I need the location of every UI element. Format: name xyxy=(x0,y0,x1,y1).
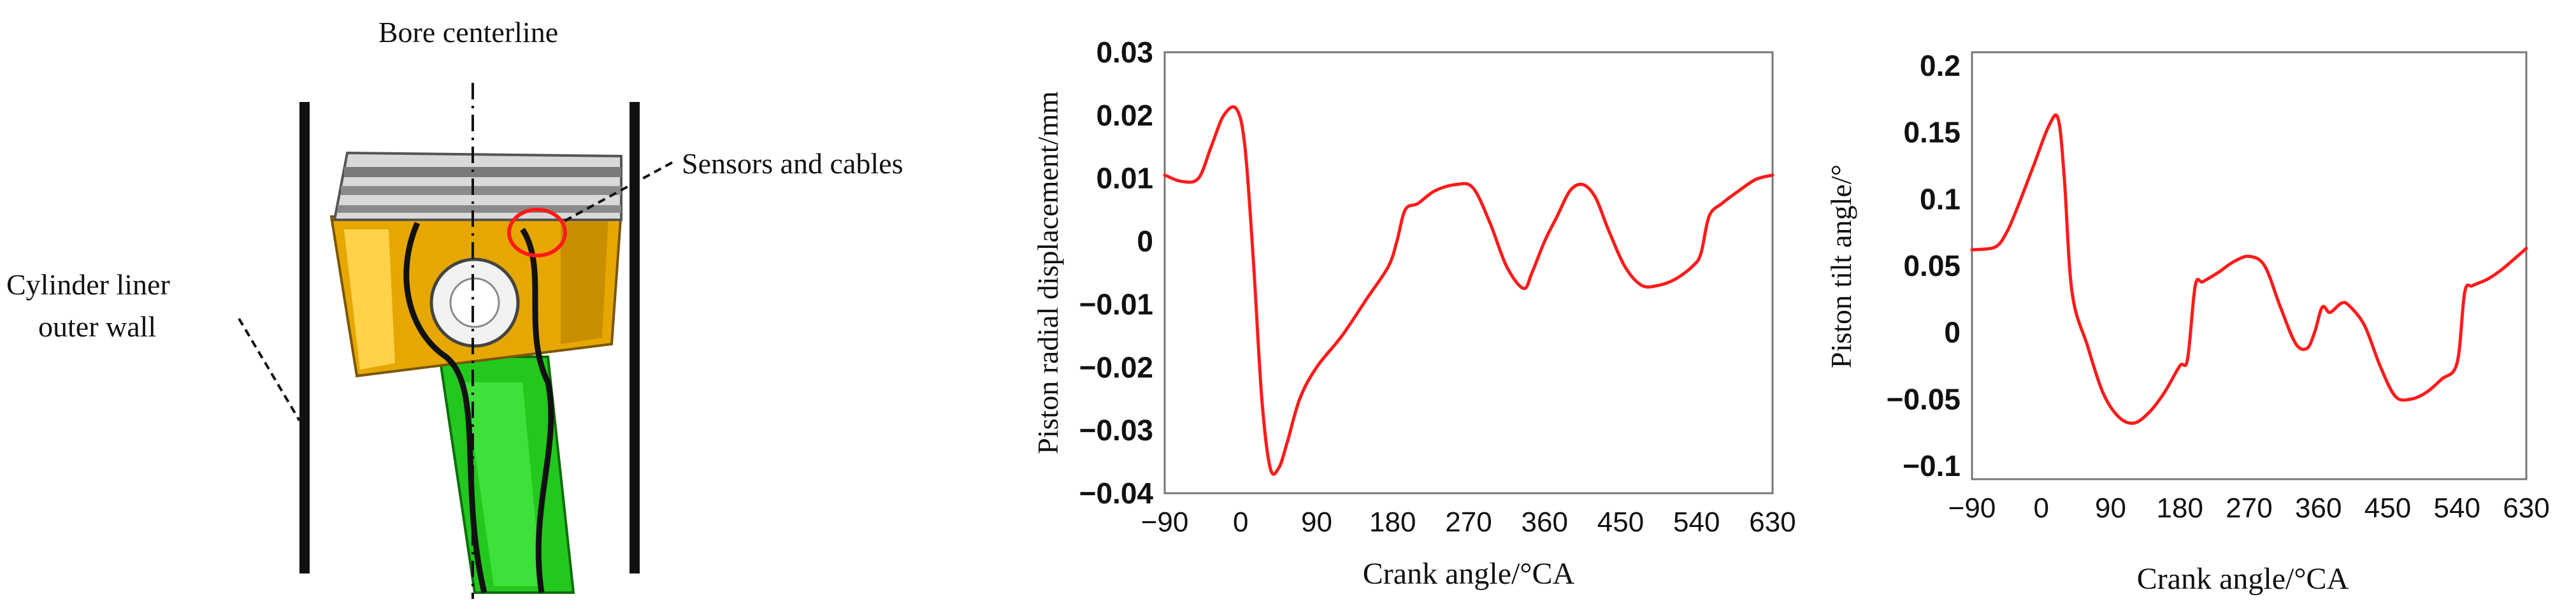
chart1-y-axis-label: Piston radial displacement/mm xyxy=(1032,91,1064,454)
ring-groove-3 xyxy=(338,205,621,213)
chart1-x-tick-label: 450 xyxy=(1597,507,1644,538)
chart1-x-tick-label: 0 xyxy=(1233,507,1248,538)
chart2-x-tick-label: 540 xyxy=(2434,493,2480,524)
chart2-y-tick-label: 0.15 xyxy=(1903,116,1961,149)
liner-label-line2: outer wall xyxy=(38,310,156,343)
chart2-y-tick-label: 0.05 xyxy=(1903,249,1961,282)
chart1-x-tick-label: 90 xyxy=(1301,507,1332,538)
chart1-series-line xyxy=(1163,105,1774,476)
chart2-x-tick-label: 630 xyxy=(2503,493,2549,524)
chart2-y-tick-label: 0.2 xyxy=(1920,49,1961,82)
piston-pin-bore xyxy=(449,277,500,328)
chart2-x-tick-label: 360 xyxy=(2295,493,2342,524)
chart1-x-tick-label: 630 xyxy=(1749,507,1795,538)
chart2-y-tick-label: −0.1 xyxy=(1903,449,1961,482)
piston-skirt-highlight xyxy=(344,229,395,370)
chart2-y-tick-label: −0.05 xyxy=(1887,382,1961,415)
chart1-y-tick-label: −0.04 xyxy=(1079,477,1154,510)
chart2-y-axis-label: Piston tilt angle/° xyxy=(1825,164,1857,368)
tilt-angle-chart: Piston tilt angle/° Crank angle/°CA −90 0… xyxy=(1825,49,2550,596)
sensors-leader-line xyxy=(560,161,673,224)
chart1-x-tick-label: 540 xyxy=(1673,507,1720,538)
connecting-rod-highlight xyxy=(465,382,542,586)
chart1-y-tick-label: 0 xyxy=(1137,225,1153,258)
chart1-x-axis-label: Crank angle/°CA xyxy=(1363,557,1575,591)
chart1-x-tick-label: −90 xyxy=(1141,507,1189,538)
liner-leader-line xyxy=(238,317,301,422)
chart1-plot-frame xyxy=(1163,51,1774,494)
chart2-x-tick-label: 450 xyxy=(2364,493,2411,524)
chart2-y-tick-label: 0 xyxy=(1944,316,1961,349)
chart1-y-tick-label: −0.02 xyxy=(1079,350,1153,384)
chart1-y-tick-label: −0.03 xyxy=(1079,414,1153,447)
chart2-x-tick-label: 270 xyxy=(2226,493,2272,524)
chart2-plot-frame xyxy=(1971,51,2528,480)
chart1-x-tick-label: 270 xyxy=(1445,507,1492,538)
radial-displacement-chart: Piston radial displacement/mm Crank angl… xyxy=(1032,36,1796,591)
ring-groove-1 xyxy=(344,167,621,177)
bore-centerline-label: Bore centerline xyxy=(378,16,558,48)
sensors-cables-label: Sensors and cables xyxy=(682,147,903,180)
chart2-y-tick-label: 0.1 xyxy=(1920,182,1961,215)
chart1-x-tick-label: 360 xyxy=(1522,507,1568,538)
chart1-y-tick-label: 0.03 xyxy=(1096,36,1153,69)
sensor-cable-2 xyxy=(520,227,554,593)
chart1-y-tick-label: 0.01 xyxy=(1096,162,1153,195)
chart2-x-tick-label: −90 xyxy=(1948,493,1996,524)
chart2-x-tick-label: 180 xyxy=(2157,493,2203,524)
piston-skirt-shadow xyxy=(561,217,608,344)
chart2-x-tick-label: 0 xyxy=(2034,493,2049,524)
chart1-y-tick-label: 0.02 xyxy=(1096,99,1153,132)
chart1-x-tick-label: 180 xyxy=(1369,507,1416,538)
chart2-x-tick-label: 90 xyxy=(2095,493,2126,524)
ring-groove-2 xyxy=(341,186,621,195)
chart1-y-tick-label: −0.01 xyxy=(1079,287,1153,321)
liner-label-line1: Cylinder liner xyxy=(6,268,170,301)
piston-diagram: Bore centerline Sensors and cables Cylin… xyxy=(6,16,903,599)
chart2-series-line xyxy=(1970,113,2528,425)
chart2-x-axis-label: Crank angle/°CA xyxy=(2137,562,2349,596)
sensor-marker-circle xyxy=(507,208,567,257)
